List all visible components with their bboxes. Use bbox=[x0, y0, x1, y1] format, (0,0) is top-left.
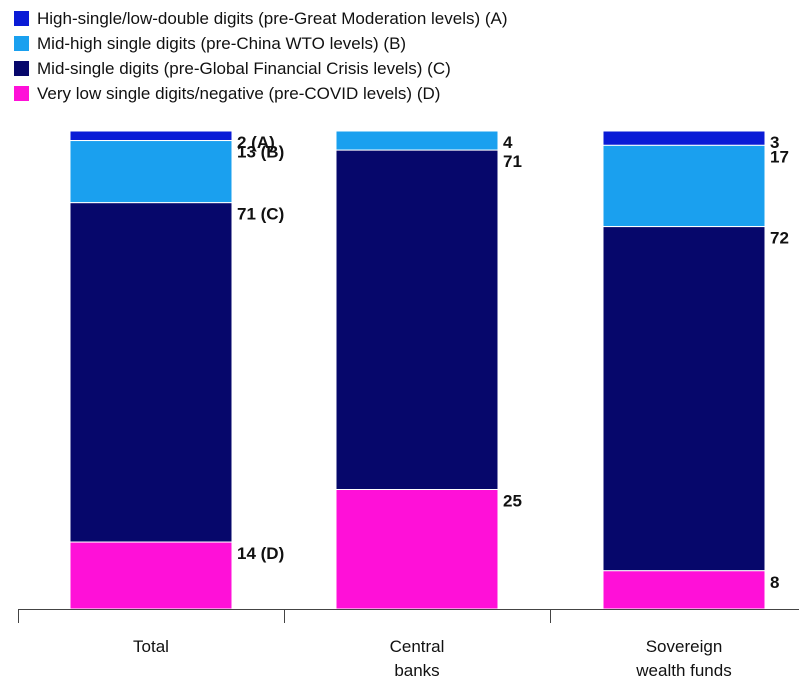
category-label: Central bbox=[390, 637, 445, 656]
category-label: Sovereign bbox=[646, 637, 723, 656]
bar-segment bbox=[335, 489, 499, 610]
data-label: 3 bbox=[770, 133, 779, 152]
legend-label: Very low single digits/negative (pre-COV… bbox=[37, 83, 441, 103]
bar-segment bbox=[69, 541, 233, 610]
legend-label: Mid-high single digits (pre-China WTO le… bbox=[37, 33, 407, 53]
data-label: 25 bbox=[503, 492, 522, 511]
data-label: 14 (D) bbox=[237, 544, 284, 563]
bar-segment bbox=[602, 570, 766, 610]
data-label: 8 bbox=[770, 573, 779, 592]
legend-label: High-single/low-double digits (pre-Great… bbox=[37, 8, 508, 28]
category-label: wealth funds bbox=[635, 661, 731, 680]
legend-item: High-single/low-double digits (pre-Great… bbox=[14, 6, 508, 31]
data-label: 2 (A) bbox=[237, 133, 275, 152]
legend-swatch bbox=[14, 61, 29, 76]
bar-segment bbox=[602, 226, 766, 572]
category-label: banks bbox=[394, 661, 439, 680]
bar-segment bbox=[335, 149, 499, 490]
bar-segment bbox=[602, 130, 766, 146]
data-label: 71 (C) bbox=[237, 205, 284, 224]
legend-swatch bbox=[14, 86, 29, 101]
category-label: Total bbox=[133, 637, 169, 656]
data-label: 13 (B) bbox=[237, 143, 284, 162]
bar-segment bbox=[69, 140, 233, 204]
bar-segment bbox=[335, 130, 499, 151]
legend: High-single/low-double digits (pre-Great… bbox=[14, 6, 508, 106]
data-label: 71 bbox=[503, 152, 522, 171]
legend-swatch bbox=[14, 11, 29, 26]
legend-label: Mid-single digits (pre-Global Financial … bbox=[37, 58, 451, 78]
legend-item: Mid-high single digits (pre-China WTO le… bbox=[14, 31, 508, 56]
data-label: 4 bbox=[503, 133, 513, 152]
bar-segment bbox=[602, 144, 766, 228]
data-label: 72 bbox=[770, 229, 789, 248]
legend-item: Very low single digits/negative (pre-COV… bbox=[14, 81, 508, 106]
data-label: 17 bbox=[770, 147, 789, 166]
legend-swatch bbox=[14, 36, 29, 51]
bar-segment bbox=[69, 130, 233, 142]
legend-item: Mid-single digits (pre-Global Financial … bbox=[14, 56, 508, 81]
bar-segment bbox=[69, 202, 233, 543]
